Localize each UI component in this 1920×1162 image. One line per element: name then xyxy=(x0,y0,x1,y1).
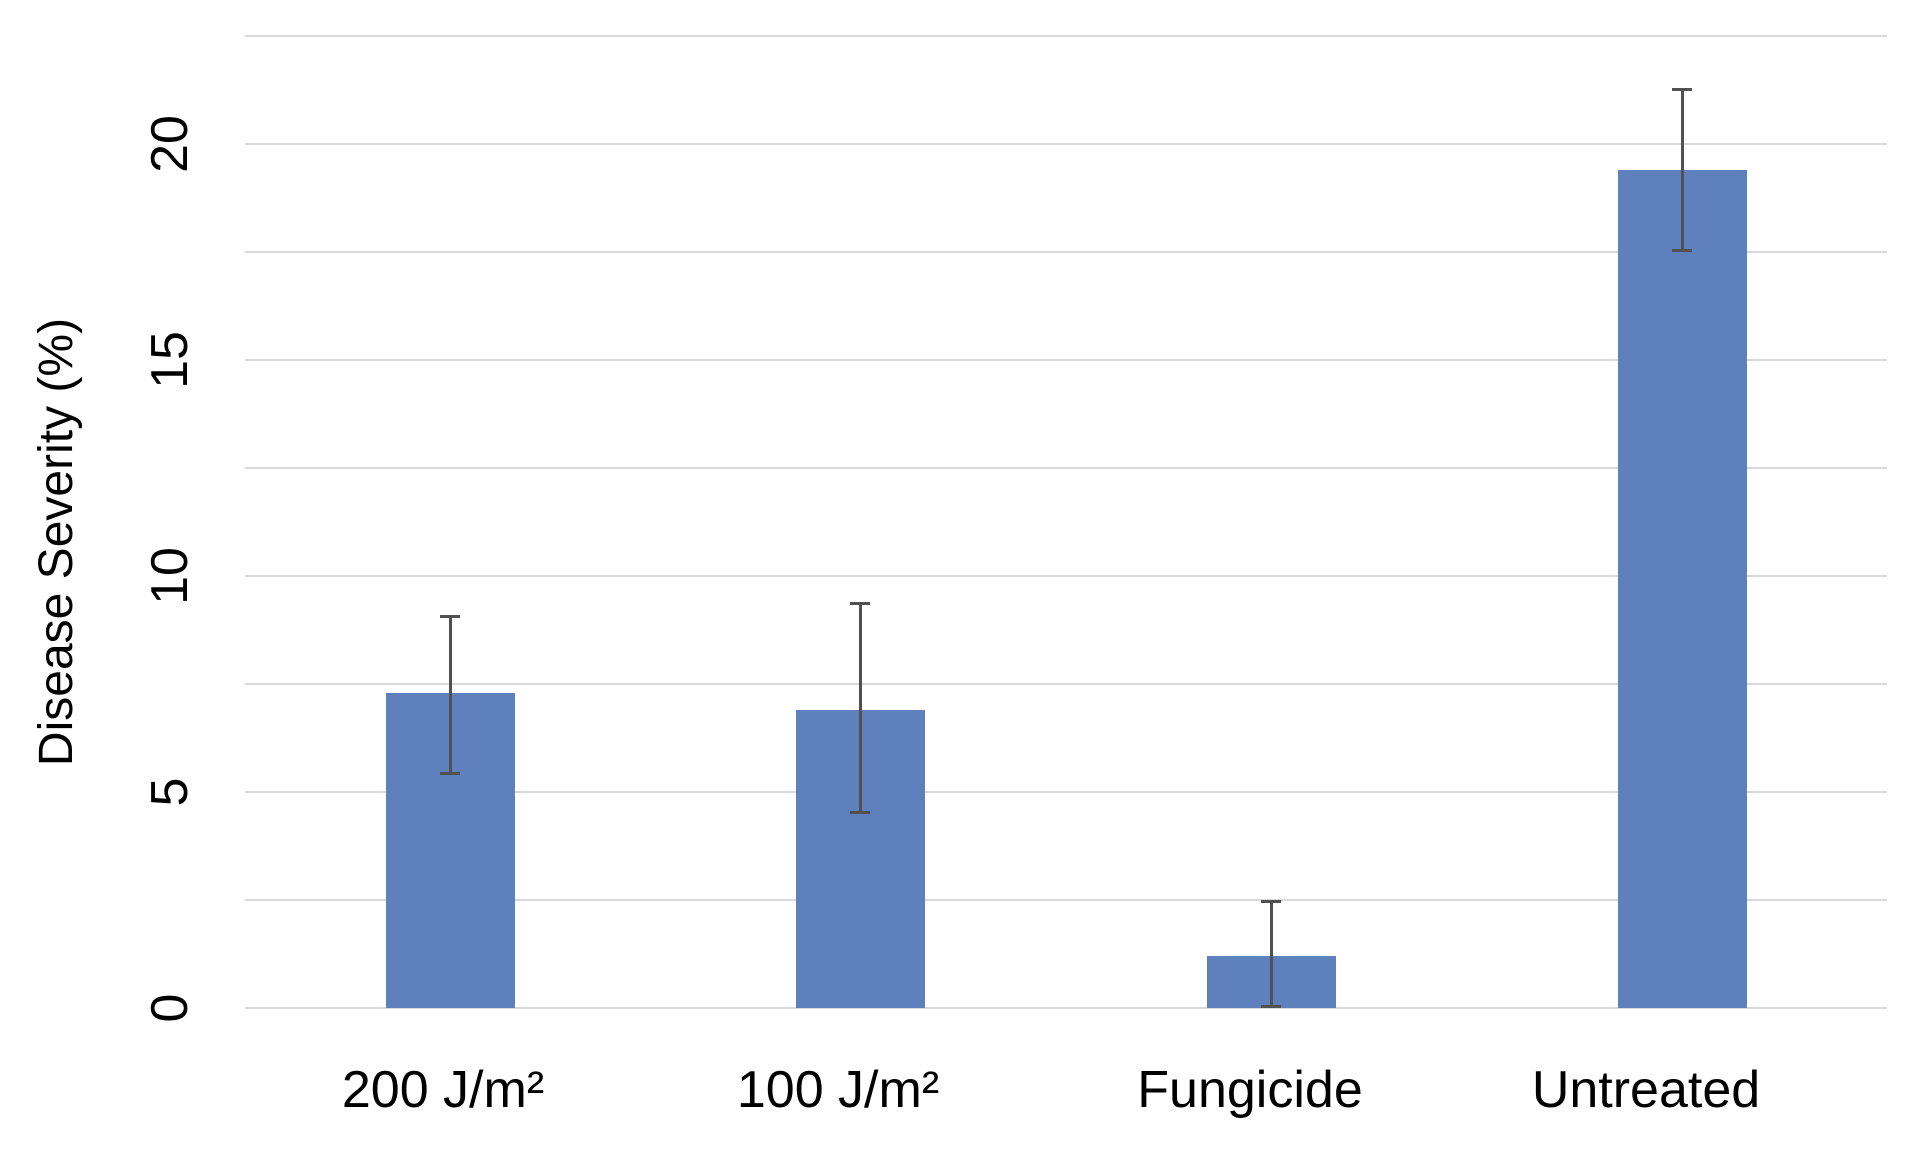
y-tick-label-5: 5 xyxy=(141,777,199,807)
error-bar-cap-top xyxy=(440,614,460,618)
error-bar-cap-top xyxy=(1672,87,1692,91)
error-bar-cap-bottom xyxy=(850,810,870,814)
gridline xyxy=(245,359,1887,361)
gridline xyxy=(245,35,1887,37)
y-tick-label-10: 10 xyxy=(141,547,199,605)
x-category-label-1: 200 J/m² xyxy=(341,1061,545,1119)
error-bar-line xyxy=(448,614,452,775)
bar-4 xyxy=(1617,169,1747,1008)
error-bar-line xyxy=(1680,87,1684,252)
error-bar-cap-top xyxy=(850,601,870,605)
x-axis-baseline xyxy=(245,1007,1887,1009)
x-category-label-3: Fungicide xyxy=(1137,1061,1363,1119)
gridline xyxy=(245,791,1887,793)
gridline xyxy=(245,251,1887,253)
error-bar-cap-bottom xyxy=(1261,1005,1281,1008)
error-bar-line xyxy=(1269,900,1273,1008)
gridline xyxy=(245,143,1887,145)
gridline xyxy=(245,575,1887,577)
gridline xyxy=(245,467,1887,469)
error-bar-cap-bottom xyxy=(1672,249,1692,252)
y-axis-title: Disease Severity (%) xyxy=(30,317,83,767)
y-tick-label-0: 0 xyxy=(141,993,199,1023)
y-tick-label-15: 15 xyxy=(141,331,199,389)
gridline xyxy=(245,683,1887,685)
error-bar-cap-top xyxy=(1261,900,1281,903)
error-bar-cap-bottom xyxy=(440,771,460,775)
gridline xyxy=(245,899,1887,901)
x-category-label-4: Untreated xyxy=(1531,1061,1761,1119)
error-bar-line xyxy=(858,601,862,814)
y-tick-label-20: 20 xyxy=(141,115,199,173)
x-category-label-2: 100 J/m² xyxy=(736,1061,940,1119)
